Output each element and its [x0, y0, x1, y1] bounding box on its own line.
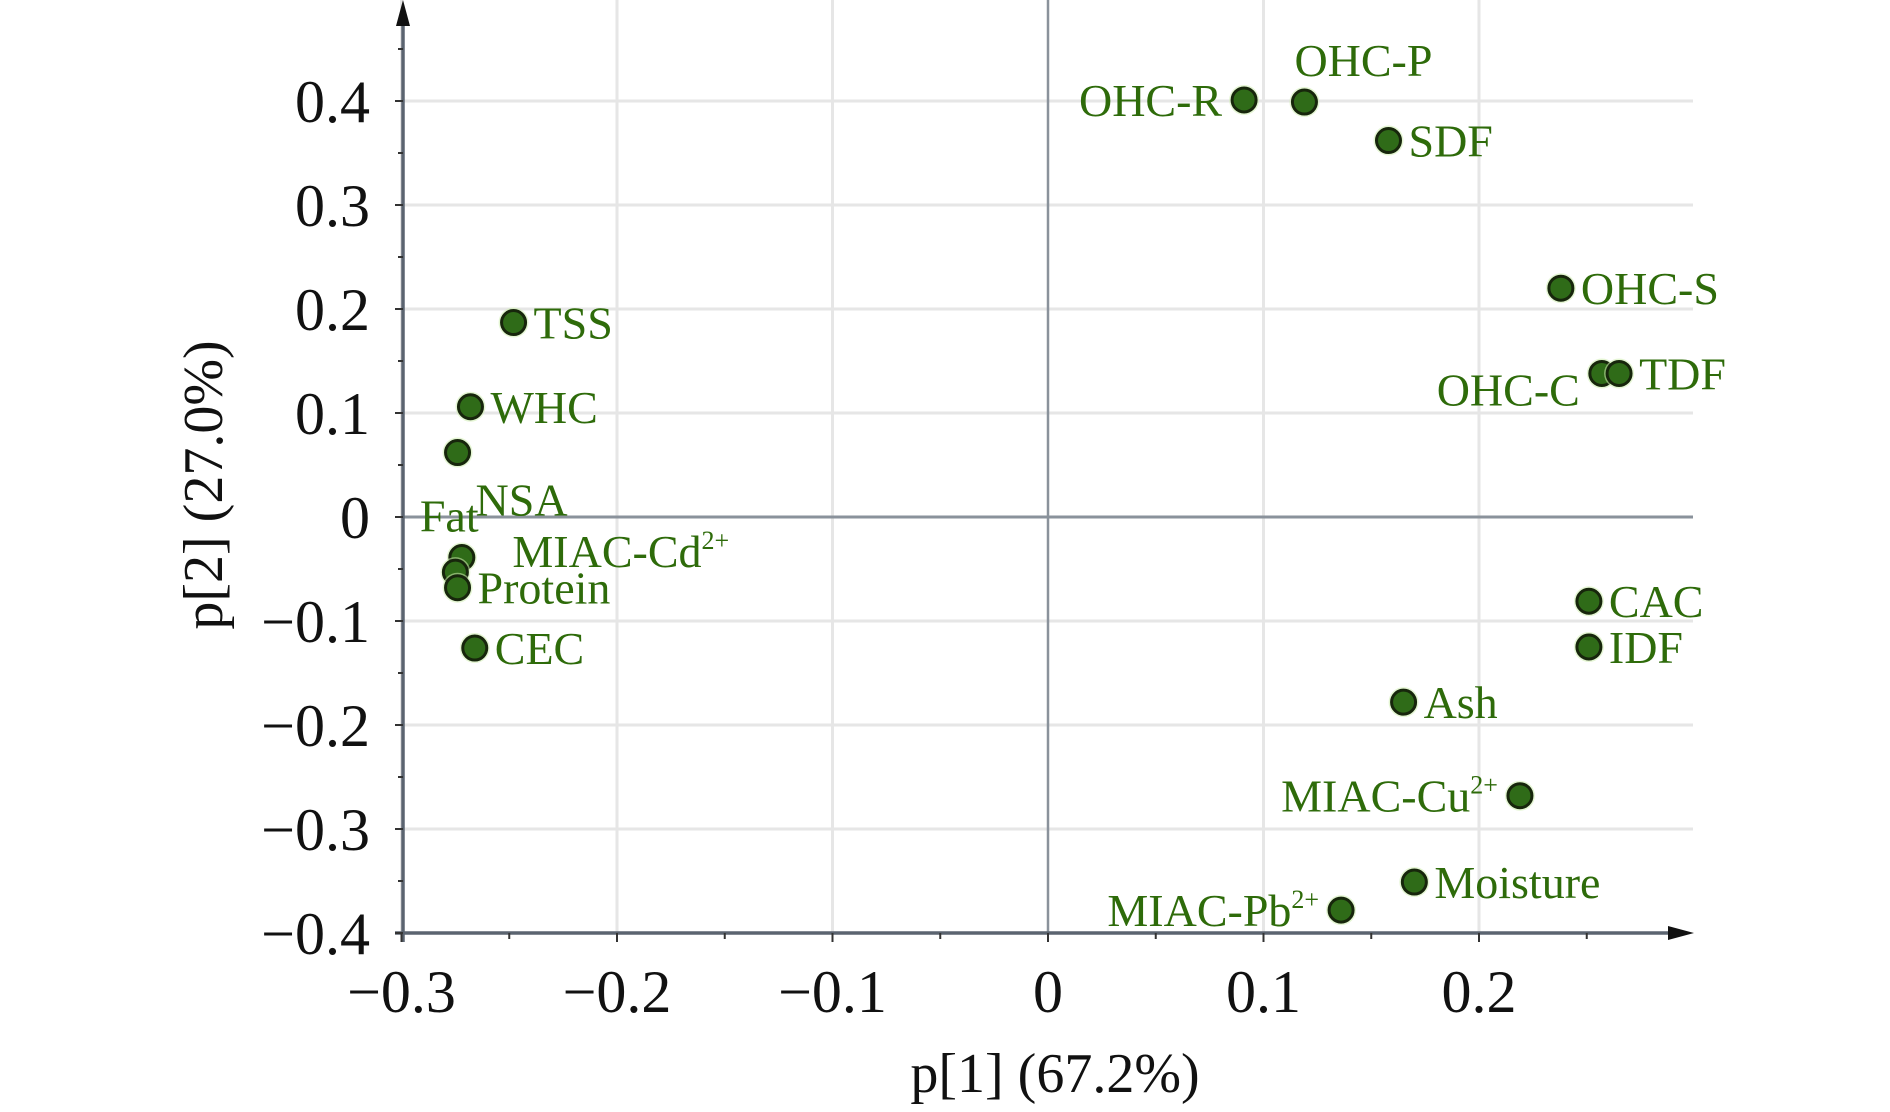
point-label: IDF: [1609, 622, 1683, 673]
data-point: [1506, 782, 1534, 810]
point-label: OHC-P: [1294, 35, 1432, 86]
data-point: [461, 634, 489, 662]
data-point: [1400, 868, 1428, 896]
point-label: OHC-C: [1437, 364, 1580, 415]
point-label-name: Ash: [1424, 677, 1498, 728]
data-point: [1547, 274, 1575, 302]
y-tick-labels: 0.4 0.3 0.2 0.1 0 −0.1 −0.2 −0.3 −0.4: [261, 69, 370, 967]
point-label-name: OHC-R: [1079, 75, 1222, 126]
data-points: [440, 84, 1635, 926]
point-label: MIAC-Cd2+: [512, 526, 729, 577]
x-tick-label: 0.1: [1226, 959, 1301, 1025]
point-label-name: Protein: [478, 563, 611, 614]
data-point: [1575, 633, 1603, 661]
point-label-name: TSS: [534, 298, 613, 349]
x-tick-labels: −0.3 −0.2 −0.1 0 0.1 0.2: [347, 959, 1516, 1025]
y-tick-label: 0.4: [295, 69, 370, 135]
y-tick-label: −0.4: [261, 901, 370, 967]
y-axis-title: p[2] (27.0%): [173, 340, 235, 629]
point-label: SDF: [1408, 116, 1492, 167]
data-point: [444, 439, 472, 467]
point-label-name: CAC: [1609, 576, 1704, 627]
point-label-name: WHC: [490, 382, 597, 433]
point-label-superscript: 2+: [1291, 885, 1319, 914]
y-tick-label: 0.2: [295, 277, 370, 343]
point-label: CEC: [495, 623, 584, 674]
point-label: TDF: [1639, 348, 1726, 399]
point-label-name: TDF: [1639, 348, 1726, 399]
point-label: WHC: [490, 382, 597, 433]
x-tick-label: 0.2: [1442, 959, 1517, 1025]
data-point: [1230, 86, 1258, 114]
point-label: Protein: [478, 563, 611, 614]
point-label: OHC-S: [1581, 263, 1719, 314]
point-label: MIAC-Pb2+: [1107, 885, 1319, 936]
point-label: Ash: [1424, 677, 1498, 728]
point-label: TSS: [534, 298, 613, 349]
axes: [395, 0, 1694, 942]
point-label-name: OHC-P: [1294, 35, 1432, 86]
x-tick-label: −0.2: [563, 959, 672, 1025]
point-label: CAC: [1609, 576, 1704, 627]
data-point: [1374, 127, 1402, 155]
data-point: [1390, 688, 1418, 716]
point-label-name: CEC: [495, 623, 584, 674]
y-tick-label: 0: [340, 485, 370, 551]
point-label-name: SDF: [1408, 116, 1492, 167]
point-label-name: MIAC-Cd: [512, 526, 701, 577]
x-tick-label: 0: [1033, 959, 1063, 1025]
y-tick-label: 0.3: [295, 173, 370, 239]
x-tick-label: −0.1: [778, 959, 887, 1025]
point-label: NSA: [476, 475, 568, 526]
data-point: [500, 309, 528, 337]
point-label-name: MIAC-Pb: [1107, 885, 1291, 936]
data-point: [444, 574, 472, 602]
point-label-name: Fat: [420, 491, 479, 542]
y-axis-arrow-icon: [396, 0, 410, 26]
point-label: Fat: [420, 491, 479, 542]
point-label-name: MIAC-Cu: [1281, 771, 1470, 822]
y-tick-label: −0.3: [261, 797, 370, 863]
point-label: OHC-R: [1079, 75, 1222, 126]
point-label-name: NSA: [476, 475, 568, 526]
point-label-superscript: 2+: [702, 526, 730, 555]
point-label-name: Moisture: [1434, 857, 1600, 908]
point-label-name: IDF: [1609, 622, 1683, 673]
data-point: [456, 393, 484, 421]
data-point: [1575, 587, 1603, 615]
y-tick-label: 0.1: [295, 381, 370, 447]
point-label-name: OHC-S: [1581, 263, 1719, 314]
point-label: MIAC-Cu2+: [1281, 771, 1498, 822]
data-point: [1605, 359, 1633, 387]
x-axis-arrow-icon: [1668, 926, 1694, 940]
data-point: [1290, 88, 1318, 116]
y-tick-label: −0.2: [261, 693, 370, 759]
point-label-name: OHC-C: [1437, 364, 1580, 415]
x-axis-title: p[1] (67.2%): [910, 1043, 1199, 1105]
point-label-superscript: 2+: [1470, 771, 1498, 800]
data-point: [1327, 896, 1355, 924]
y-tick-label: −0.1: [261, 589, 370, 655]
x-tick-label: −0.3: [347, 959, 456, 1025]
point-label: Moisture: [1434, 857, 1600, 908]
